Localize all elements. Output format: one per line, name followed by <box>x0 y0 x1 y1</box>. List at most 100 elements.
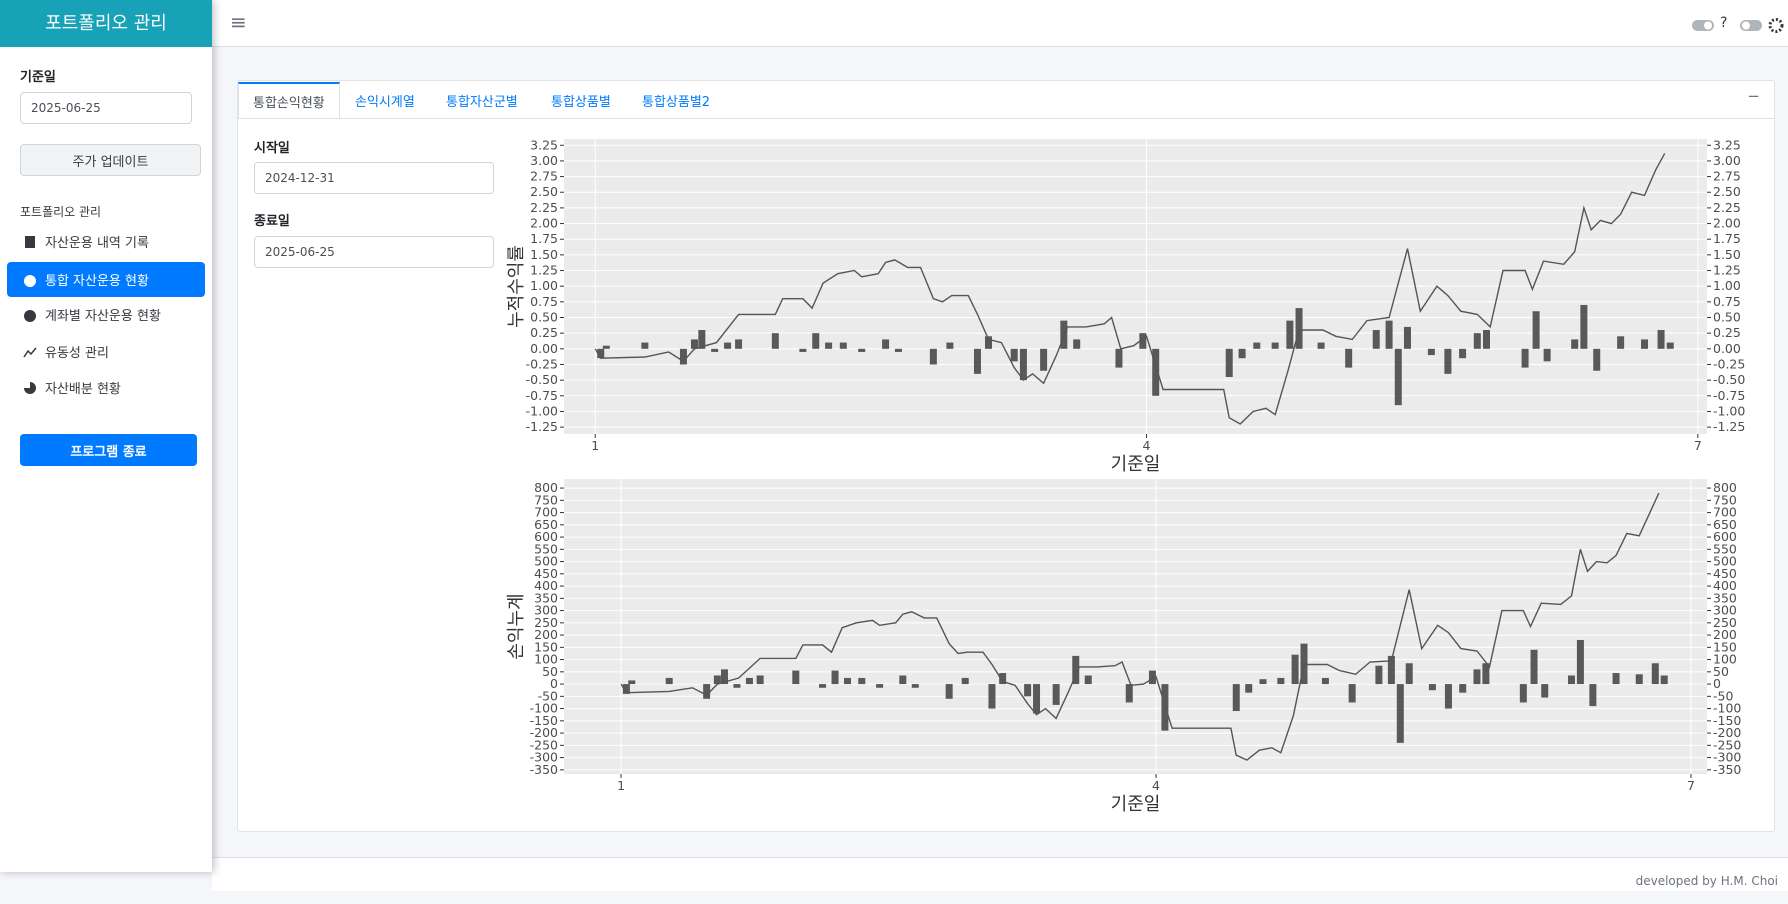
menu-item[interactable]: 자산배분 현황 <box>7 370 205 405</box>
x-tick-label: 1 <box>591 438 599 453</box>
tab[interactable]: 손익시계열 <box>355 94 415 110</box>
bar <box>819 684 827 688</box>
y-axis-label: 누적수익률 <box>506 245 527 328</box>
bar <box>844 677 852 685</box>
bar <box>1580 304 1588 349</box>
y-tick-label: 800 <box>534 480 558 495</box>
section-header: 포트폴리오 관리 <box>20 205 102 219</box>
bar <box>825 342 833 349</box>
bar <box>1519 684 1527 703</box>
y-tick-label: 0 <box>550 676 558 691</box>
y2-tick-label: 400 <box>1713 578 1737 593</box>
exit-button[interactable]: 프로그램 종료 <box>20 434 197 466</box>
bar <box>812 333 820 349</box>
bar <box>1277 677 1285 685</box>
collapse-button[interactable]: − <box>1747 87 1760 105</box>
bar <box>1232 684 1240 712</box>
y2-tick-label: 0 <box>1713 676 1721 691</box>
y-tick-label: 1.50 <box>530 247 558 262</box>
bar <box>1473 669 1481 685</box>
help[interactable]: ? <box>1720 15 1728 31</box>
y-tick-label: 0.25 <box>530 325 558 340</box>
bar <box>1473 333 1481 349</box>
y2-tick-label: 3.00 <box>1713 153 1741 168</box>
y-tick-label: 200 <box>534 627 558 642</box>
menu-text: 통합 자산운용 현황 <box>45 274 149 289</box>
y-tick-label: 50 <box>542 664 558 679</box>
menu-text: 자산배분 현황 <box>45 382 121 397</box>
update-button[interactable]: 주가 업데이트 <box>20 144 201 176</box>
y-tick-label: 0.50 <box>530 310 558 325</box>
y-tick-label: -1.00 <box>526 403 558 418</box>
menu-text: 계좌별 자산운용 현황 <box>45 309 161 324</box>
start-input[interactable]: 2024-12-31 <box>254 162 494 194</box>
y2-tick-label: 1.75 <box>1713 231 1741 246</box>
bar <box>1394 348 1402 406</box>
y2-tick-label: -200 <box>1713 725 1741 740</box>
bar <box>1345 348 1353 368</box>
bar <box>1427 348 1435 356</box>
y-tick-label: 750 <box>534 492 558 507</box>
y-tick-label: 2.50 <box>530 184 558 199</box>
tab[interactable]: 통합상품별2 <box>642 94 711 110</box>
x-axis-label: 기준일 <box>1111 454 1161 475</box>
bar <box>911 684 919 688</box>
end-input[interactable]: 2025-06-25 <box>254 236 494 268</box>
y-tick-label: -50 <box>538 688 558 703</box>
tab[interactable]: 통합자산군별 <box>446 94 518 110</box>
y-tick-label: 2.25 <box>530 200 558 215</box>
menu-item[interactable]: 계좌별 자산운용 현황 <box>7 297 205 332</box>
menu-toggle[interactable]: ≡ <box>230 10 247 34</box>
y2-tick-label: 1.25 <box>1713 263 1741 278</box>
tab[interactable]: 통합손익현황 <box>238 82 340 118</box>
tab[interactable]: 통합상품별 <box>551 94 611 110</box>
y2-tick-label: -100 <box>1713 701 1741 716</box>
bar <box>756 675 764 685</box>
x-tick-label: 4 <box>1152 778 1160 793</box>
y-tick-label: 300 <box>534 603 558 618</box>
start-label: 시작일 <box>254 141 290 156</box>
y2-tick-label: 0.25 <box>1713 325 1741 340</box>
menu-item[interactable]: 유동성 관리 <box>7 334 205 369</box>
bar <box>929 348 937 365</box>
bar <box>1253 342 1261 349</box>
y-tick-label: -0.25 <box>526 356 558 371</box>
y2-tick-label: -350 <box>1713 762 1741 777</box>
y2-tick-label: 150 <box>1713 639 1737 654</box>
bar <box>602 345 610 349</box>
y-tick-label: 1.25 <box>530 263 558 278</box>
menu-item[interactable]: 자산운용 내역 기록 <box>7 224 205 259</box>
bar <box>894 348 902 352</box>
bar <box>1152 348 1160 396</box>
menu-text: 유동성 관리 <box>45 346 109 361</box>
brand[interactable]: 포트폴리오 관리 <box>0 0 212 47</box>
y2-tick-label: 700 <box>1713 505 1737 520</box>
y2-tick-label: 500 <box>1713 554 1737 569</box>
y2-tick-label: 2.50 <box>1713 184 1741 199</box>
y-tick-label: 0.00 <box>530 341 558 356</box>
y-tick-label: 650 <box>534 517 558 532</box>
bar <box>597 348 605 359</box>
y-tick-label: -250 <box>530 737 558 752</box>
y2-tick-label: 0.75 <box>1713 294 1741 309</box>
bar <box>1225 348 1233 378</box>
menu-item[interactable]: 통합 자산운용 현황 <box>7 262 205 297</box>
bar <box>1259 679 1267 685</box>
bar <box>1482 330 1490 349</box>
bar <box>1593 348 1601 371</box>
y-tick-label: -150 <box>530 713 558 728</box>
settings-icon[interactable] <box>1768 18 1784 33</box>
bar <box>858 677 866 685</box>
bar <box>1375 665 1383 685</box>
date-input[interactable]: 2025-06-25 <box>20 92 192 124</box>
bar <box>1387 655 1395 685</box>
bar <box>792 670 800 685</box>
y2-tick-label: 350 <box>1713 590 1737 605</box>
y2-tick-label: -250 <box>1713 737 1741 752</box>
bar <box>1444 348 1452 374</box>
bar <box>1543 348 1551 362</box>
y-tick-label: 450 <box>534 566 558 581</box>
bar <box>1641 339 1649 349</box>
y-tick-label: 700 <box>534 505 558 520</box>
x-axis-label: 기준일 <box>1111 794 1161 815</box>
